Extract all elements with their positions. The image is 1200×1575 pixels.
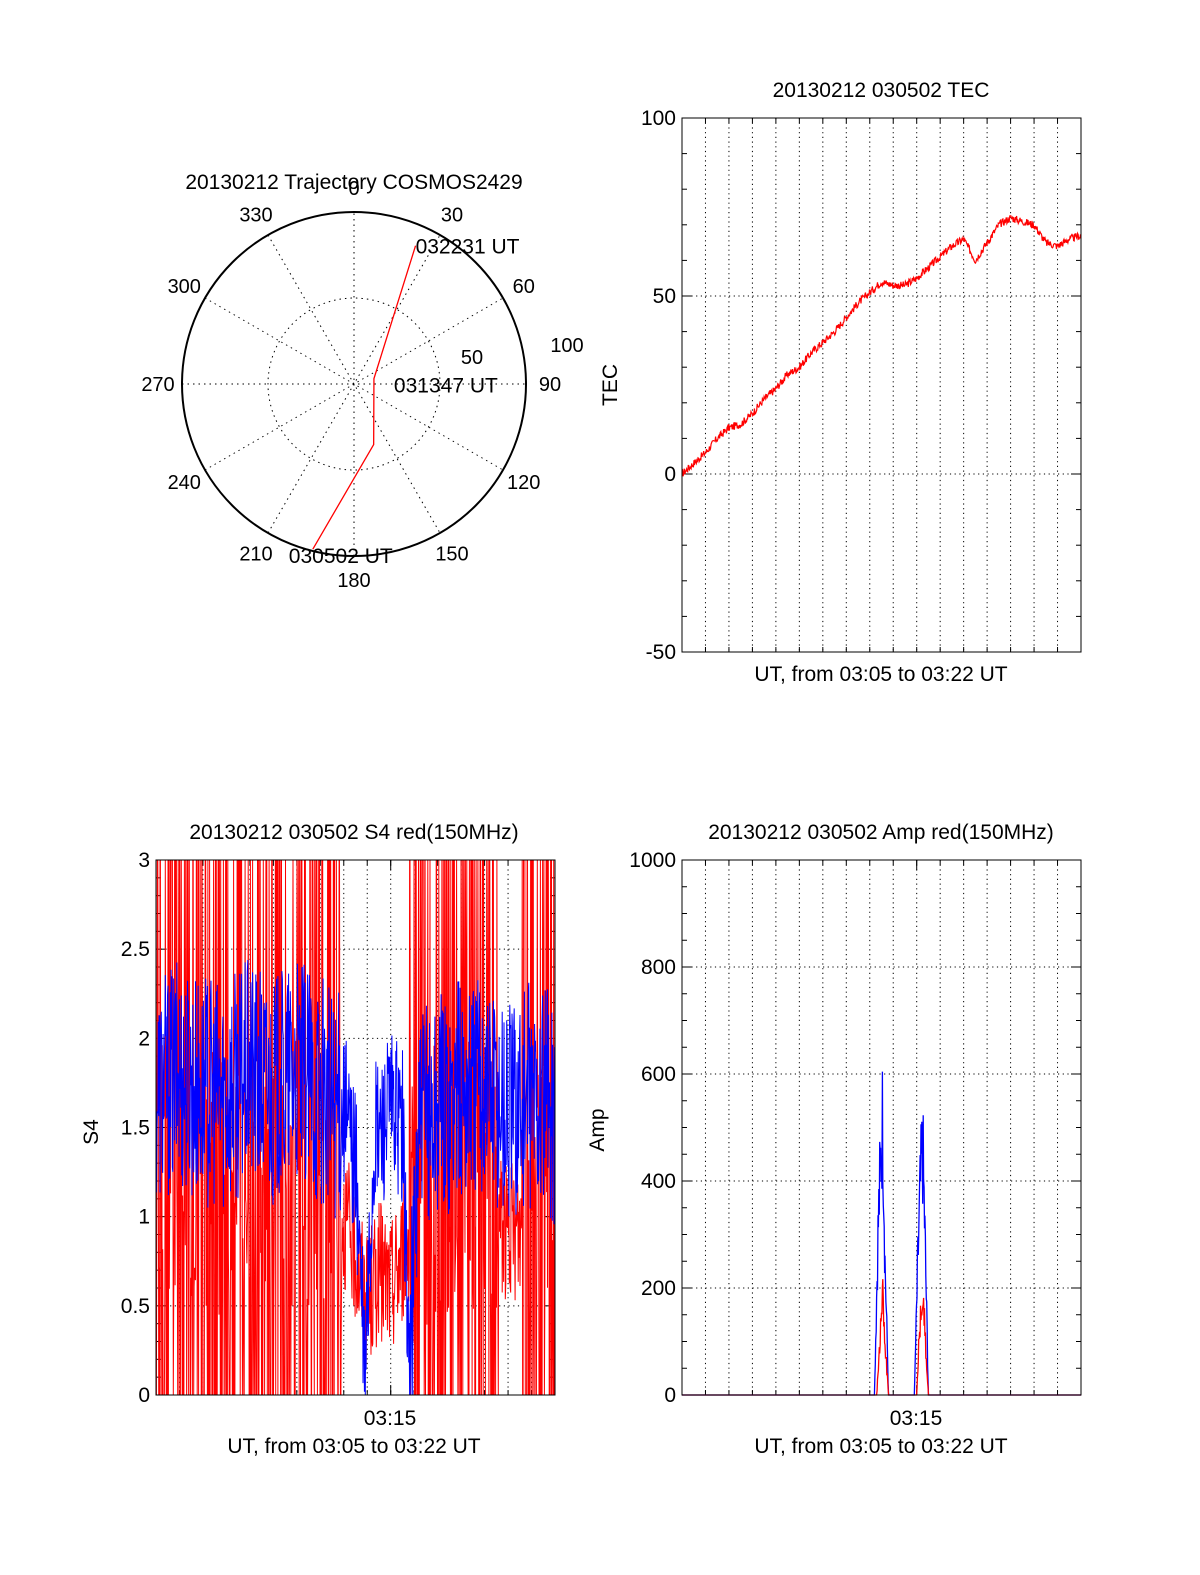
s4-ytick-label: 2 xyxy=(138,1027,150,1050)
amp-ytick-label: 1000 xyxy=(629,849,676,872)
amp-ytick-label: 600 xyxy=(641,1063,676,1086)
polar-angle-label: 30 xyxy=(441,204,463,226)
s4-series-line xyxy=(155,959,556,1396)
polar-angle-label: 90 xyxy=(539,374,561,396)
panel-trajectory: 20130212 Trajectory COSMOS2429 0 30 60 90 12… xyxy=(141,171,583,592)
s4-ylabel: S4 xyxy=(80,1119,103,1145)
polar-grid-circle-50 xyxy=(267,297,441,471)
s4-plot-frame xyxy=(155,859,556,1396)
tec-title: 20130212 030502 TEC xyxy=(773,79,990,102)
trajectory-annotation: 030502 UT xyxy=(289,545,393,568)
tec-series-line xyxy=(681,215,1082,477)
polar-grid-spoke xyxy=(267,234,441,534)
s4-ytick-label: 0.5 xyxy=(121,1295,150,1318)
radial-label-100: 100 xyxy=(550,335,583,357)
tec-grid xyxy=(682,118,1081,652)
s4-xtick-label: 03:15 xyxy=(364,1407,417,1430)
trajectory-title: 20130212 Trajectory COSMOS2429 xyxy=(185,171,522,194)
trajectory-line xyxy=(312,245,417,550)
tec-xlabel: UT, from 03:05 to 03:22 UT xyxy=(754,663,1007,686)
s4-ytick-label: 2.5 xyxy=(121,938,150,961)
s4-ytick-label: 1 xyxy=(138,1206,150,1229)
tec-ytick-label: 0 xyxy=(664,463,676,486)
tec-series xyxy=(681,215,1082,477)
amp-ylabel: Amp xyxy=(586,1108,609,1151)
polar-angle-label: 150 xyxy=(435,544,468,566)
polar-angle-labels: 0 30 60 90 120 150 180 210 240 270 300 330 xyxy=(141,178,561,592)
tec-ylabel: TEC xyxy=(599,364,622,406)
polar-series xyxy=(312,245,417,550)
polar-angle-label: 120 xyxy=(507,472,540,494)
amp-grid xyxy=(682,860,1081,1395)
tec-ytick-label: -50 xyxy=(646,641,676,664)
polar-angle-label: 270 xyxy=(141,374,174,396)
panel-s4: 20130212 030502 S4 red(150MHz) 0 0.5 1 1.5 2… xyxy=(80,821,556,1458)
polar-angle-label: 300 xyxy=(168,276,201,298)
amp-ticks: 0 200 400 600 800 1000 xyxy=(629,849,1081,1407)
s4-ytick-label: 1.5 xyxy=(121,1117,150,1140)
s4-ytick-label: 3 xyxy=(138,849,150,872)
amp-xlabel: UT, from 03:05 to 03:22 UT xyxy=(754,1435,1007,1458)
amp-ytick-label: 200 xyxy=(641,1277,676,1300)
polar-annotations: 032231 UT 031347 UT 030502 UT xyxy=(289,236,520,568)
trajectory-annotation: 031347 UT xyxy=(394,375,498,398)
tec-ticks: -50 0 50 100 xyxy=(641,107,1081,664)
polar-angle-label: 60 xyxy=(513,276,535,298)
amp-ytick-label: 0 xyxy=(664,1384,676,1407)
amp-title: 20130212 030502 Amp red(150MHz) xyxy=(708,821,1054,844)
polar-angle-label: 0 xyxy=(348,178,359,200)
tec-ytick-label: 50 xyxy=(653,285,676,308)
amp-xtick-label: 03:15 xyxy=(890,1407,943,1430)
polar-grid xyxy=(181,211,527,557)
amp-ytick-label: 400 xyxy=(641,1170,676,1193)
polar-angle-label: 180 xyxy=(337,570,370,592)
radial-label-50: 50 xyxy=(461,347,483,369)
amp-ytick-label: 800 xyxy=(641,956,676,979)
polar-angle-label: 330 xyxy=(239,204,272,226)
s4-xlabel: UT, from 03:05 to 03:22 UT xyxy=(227,1435,480,1458)
s4-series xyxy=(155,859,556,1396)
tec-plot-frame xyxy=(681,117,1082,653)
s4-title: 20130212 030502 S4 red(150MHz) xyxy=(189,821,518,844)
polar-angle-label: 240 xyxy=(168,472,201,494)
tec-ytick-label: 100 xyxy=(641,107,676,130)
panel-amp: 20130212 030502 Amp red(150MHz) 0 200 400 6… xyxy=(586,821,1082,1458)
amp-plot-frame xyxy=(681,859,1082,1396)
panel-tec: 20130212 030502 TEC -50 0 50 100 UT, from 0… xyxy=(599,79,1082,686)
trajectory-annotation: 032231 UT xyxy=(416,236,520,259)
polar-angle-label: 210 xyxy=(239,544,272,566)
s4-ytick-label: 0 xyxy=(138,1384,150,1407)
